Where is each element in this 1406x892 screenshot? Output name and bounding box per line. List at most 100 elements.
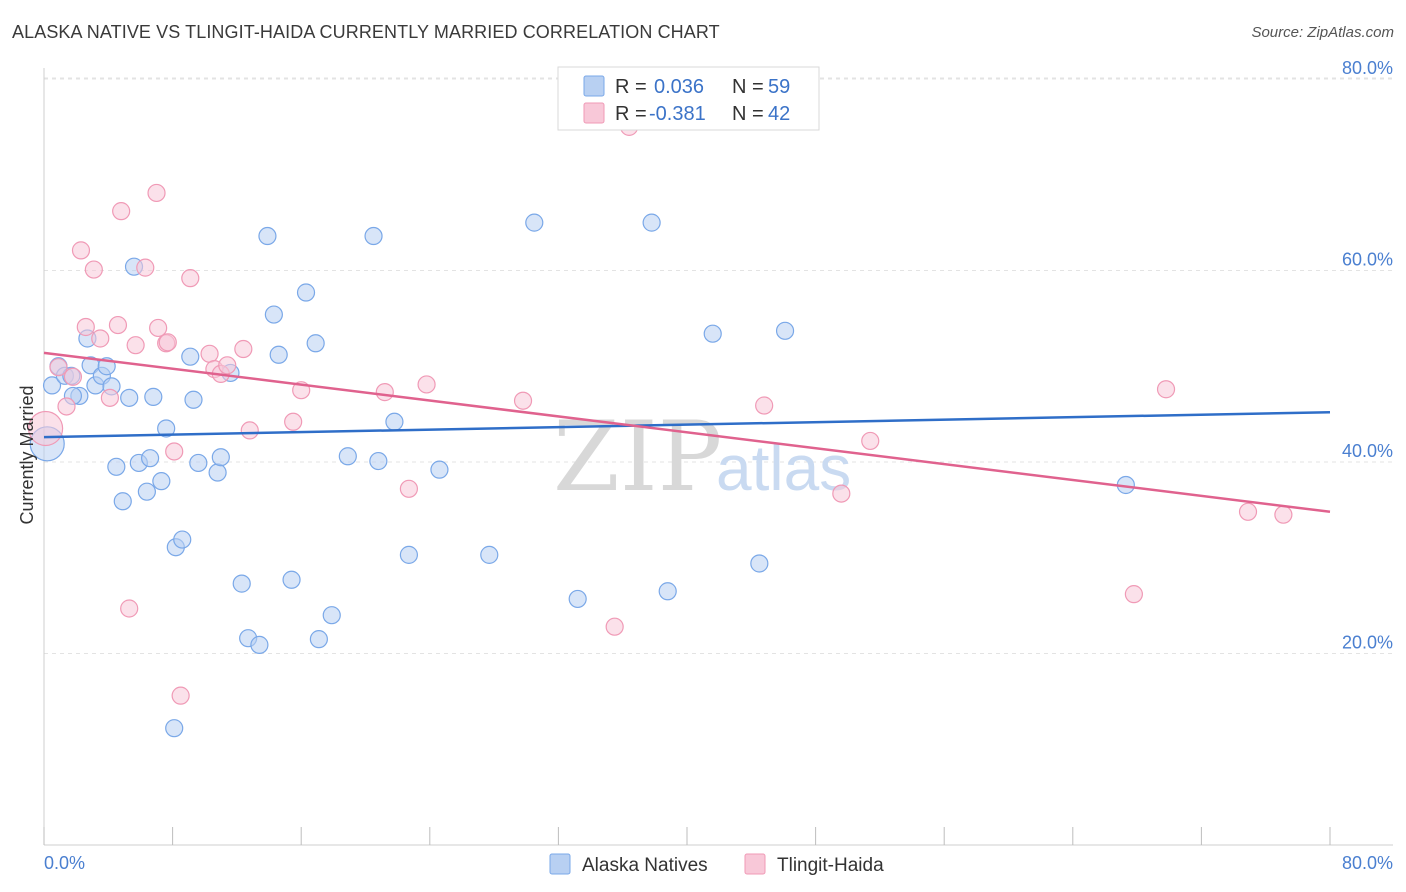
bottom-legend-label-alaska-natives: Alaska Natives xyxy=(582,855,708,876)
data-point xyxy=(642,213,661,232)
data-point xyxy=(136,258,155,277)
data-point xyxy=(171,686,190,705)
data-point xyxy=(42,376,62,395)
legend-n-label-1: N = xyxy=(732,76,764,98)
data-point xyxy=(173,530,192,549)
data-point xyxy=(775,321,795,340)
data-point xyxy=(218,356,237,375)
data-point xyxy=(832,484,851,503)
data-point xyxy=(306,334,325,353)
data-point xyxy=(149,318,168,338)
legend-n-value-tlingit-haida: 42 xyxy=(768,103,790,125)
bottom-legend: Alaska Natives Tlingit-Haida xyxy=(549,853,884,876)
data-point xyxy=(158,333,177,352)
data-point xyxy=(338,447,357,466)
data-point xyxy=(112,202,131,221)
data-point xyxy=(165,442,184,461)
data-point xyxy=(108,315,128,335)
data-point xyxy=(296,283,316,302)
legend-swatch-tlingit-haida xyxy=(583,102,605,124)
data-point xyxy=(71,241,91,260)
x-tick-label-max: 80.0% xyxy=(1342,853,1393,873)
data-point xyxy=(240,421,259,440)
data-point xyxy=(282,570,301,589)
legend-n-value-alaska-natives: 59 xyxy=(768,76,790,98)
data-point xyxy=(181,269,200,288)
data-point xyxy=(605,617,624,636)
watermark: ZIP atlas xyxy=(553,401,851,513)
data-point xyxy=(309,630,328,649)
data-point xyxy=(269,345,288,364)
data-point xyxy=(369,451,388,471)
data-point xyxy=(100,388,120,407)
data-point xyxy=(76,317,95,337)
data-point xyxy=(1156,380,1176,399)
legend-r-label-1: R = xyxy=(615,76,647,98)
data-point xyxy=(703,324,722,343)
data-point xyxy=(364,226,383,246)
data-point xyxy=(157,419,176,438)
bottom-legend-swatch-tlingit-haida xyxy=(744,853,766,875)
data-point xyxy=(232,574,251,593)
x-tick-label-min: 0.0% xyxy=(44,853,85,873)
data-point xyxy=(1238,502,1258,521)
y-axis-label: Currently Married xyxy=(17,385,37,524)
data-point xyxy=(49,358,68,377)
data-point xyxy=(375,383,394,402)
data-point xyxy=(152,472,171,491)
data-point xyxy=(137,482,156,501)
data-point xyxy=(165,719,184,738)
data-point xyxy=(258,226,277,246)
data-point xyxy=(189,453,208,473)
data-point xyxy=(658,582,677,601)
trend-line-tlingit-haida xyxy=(43,351,1331,514)
data-point xyxy=(568,589,587,609)
chart-title: ALASKA NATIVE VS TLINGIT-HAIDA CURRENTLY… xyxy=(12,22,720,42)
data-point xyxy=(120,388,139,407)
chart-source: Source: ZipAtlas.com xyxy=(1251,24,1394,41)
data-point xyxy=(200,344,219,363)
data-point xyxy=(140,449,160,468)
trend-line-alaska-natives xyxy=(43,410,1331,439)
legend-n-label-2: N = xyxy=(732,103,764,125)
series-tlingit-haida xyxy=(28,117,1293,705)
data-point xyxy=(525,213,544,232)
data-point xyxy=(184,390,203,409)
legend-r-value-alaska-natives: 0.036 xyxy=(654,76,704,98)
data-point xyxy=(84,260,103,279)
data-point xyxy=(430,460,449,479)
trend-layer xyxy=(43,351,1331,514)
data-point xyxy=(513,391,533,410)
bottom-legend-label-tlingit-haida: Tlingit-Haida xyxy=(777,855,884,876)
legend-swatch-alaska-natives xyxy=(583,75,605,97)
data-point xyxy=(147,183,166,203)
data-point xyxy=(120,599,139,618)
legend-r-label-2: R = xyxy=(615,103,647,125)
data-point xyxy=(208,463,227,482)
y-tick-label: 60.0% xyxy=(1342,250,1393,270)
data-point xyxy=(181,347,200,366)
watermark-atlas: atlas xyxy=(716,432,851,504)
data-point xyxy=(399,479,419,498)
y-tick-label: 40.0% xyxy=(1342,441,1393,461)
data-point xyxy=(63,367,83,386)
bottom-legend-swatch-alaska-natives xyxy=(549,853,571,875)
data-point xyxy=(264,305,283,324)
data-point xyxy=(417,375,436,394)
y-tick-label: 20.0% xyxy=(1342,633,1393,653)
y-tick-label: 80.0% xyxy=(1342,58,1393,78)
data-point xyxy=(126,336,145,355)
data-point xyxy=(480,545,499,564)
legend-r-value-tlingit-haida: -0.381 xyxy=(649,103,706,125)
data-point xyxy=(1124,585,1143,604)
data-point xyxy=(113,492,132,511)
data-point xyxy=(399,545,419,564)
data-point xyxy=(234,339,253,359)
data-point xyxy=(322,606,341,625)
data-point xyxy=(755,396,774,415)
data-point xyxy=(107,457,126,476)
data-point xyxy=(211,448,230,467)
data-point xyxy=(250,635,269,654)
data-point xyxy=(861,431,880,451)
